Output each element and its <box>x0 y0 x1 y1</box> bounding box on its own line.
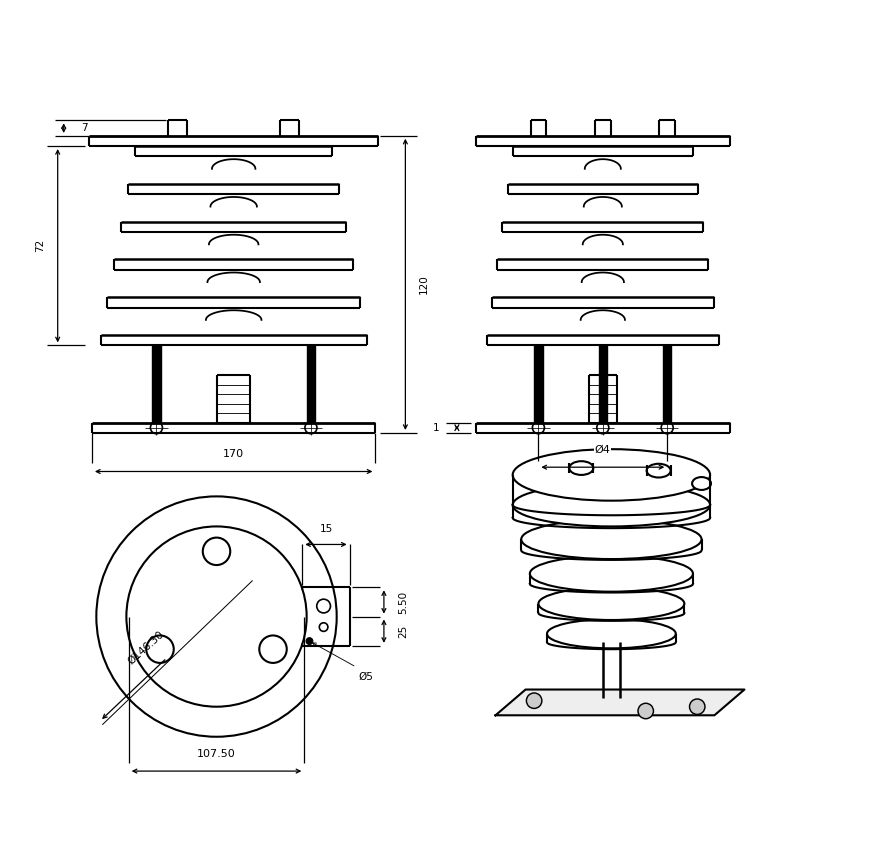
Polygon shape <box>535 346 543 422</box>
Polygon shape <box>306 346 315 422</box>
Ellipse shape <box>530 556 693 592</box>
Text: 5.50: 5.50 <box>398 590 408 613</box>
Polygon shape <box>496 689 744 715</box>
Text: 25: 25 <box>398 625 408 638</box>
Circle shape <box>638 703 654 719</box>
Text: 170: 170 <box>223 449 244 460</box>
Text: 72: 72 <box>36 239 45 252</box>
Text: 120: 120 <box>419 275 429 295</box>
Ellipse shape <box>569 461 593 475</box>
Polygon shape <box>599 346 607 422</box>
Circle shape <box>527 693 542 708</box>
Text: 15: 15 <box>320 524 333 534</box>
Ellipse shape <box>521 519 702 559</box>
Text: Ø146.30: Ø146.30 <box>125 629 165 666</box>
Circle shape <box>689 699 705 715</box>
Polygon shape <box>152 346 161 422</box>
Ellipse shape <box>538 588 685 620</box>
Polygon shape <box>663 346 671 422</box>
Ellipse shape <box>692 477 711 490</box>
Text: 7: 7 <box>81 123 88 133</box>
Ellipse shape <box>512 449 710 500</box>
Text: Ø5: Ø5 <box>358 671 373 682</box>
Ellipse shape <box>646 464 670 478</box>
Ellipse shape <box>512 484 710 526</box>
Text: 1: 1 <box>433 422 440 433</box>
Text: 107.50: 107.50 <box>197 749 236 759</box>
Ellipse shape <box>547 619 676 648</box>
Text: Ø4: Ø4 <box>595 445 611 455</box>
Circle shape <box>306 638 313 645</box>
